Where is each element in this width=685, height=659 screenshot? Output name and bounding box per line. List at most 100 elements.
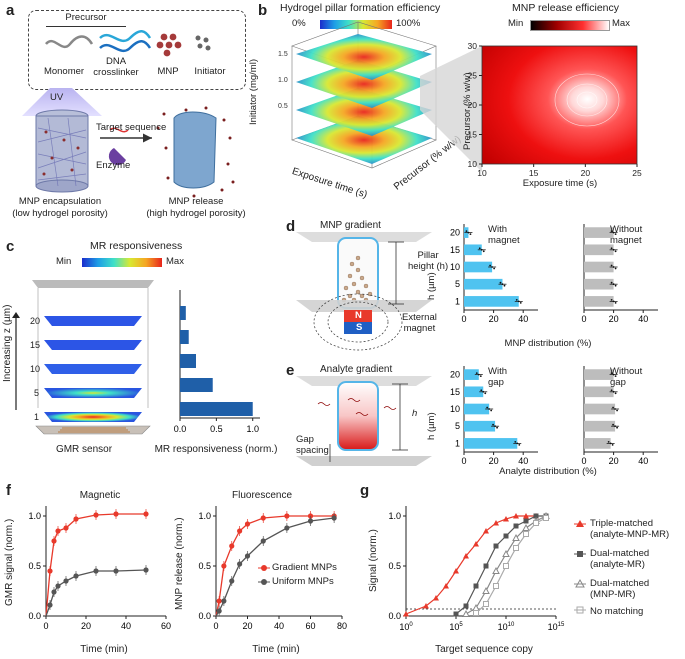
d-without-point: [610, 230, 613, 232]
d-with-xtick: 40: [518, 314, 528, 324]
f-right-xtick: 0: [213, 621, 218, 631]
d-ylabel: h (µm): [426, 272, 437, 300]
d-xlabel: MNP distribution (%): [504, 338, 592, 349]
e-with-bar-10: [464, 403, 490, 415]
d-with-point: [503, 284, 506, 287]
g-xtick: 105: [449, 622, 463, 632]
f-right-title: Fluorescence: [231, 490, 293, 501]
f-right-series-uniform-point: [307, 518, 314, 524]
e-with-point: [488, 408, 491, 410]
c-layer-10: [44, 364, 142, 374]
e-without-xtick: 20: [609, 456, 619, 466]
g-series-triple-point: [453, 568, 459, 574]
d-without-bar-1: [584, 296, 614, 307]
g-series-none-point: [513, 545, 519, 551]
e-xlabel: Analyte distribution (%): [499, 466, 597, 477]
b-scale-max: 100%: [396, 18, 421, 29]
g-series-dual-mnp-point: [522, 523, 530, 531]
e-pillar: [337, 381, 379, 451]
f-left-series-gradient-point: [93, 512, 99, 518]
precursor-underline: [46, 26, 126, 27]
c-z-tick-10: 10: [30, 364, 40, 374]
e-with-point: [477, 373, 480, 376]
enzyme-label: Enzyme: [96, 160, 131, 171]
e-gap-label: Gap spacing: [296, 434, 329, 456]
panel-letter-e: e: [286, 362, 295, 379]
f-right-series-uniform-line: [215, 517, 335, 617]
g-series-triple-line: [405, 515, 536, 615]
c-bar-xtick: 0.5: [210, 424, 223, 434]
g-xtick: 1015: [548, 622, 565, 632]
d-with-point: [519, 302, 522, 304]
hydrogel-pillar-high-porosity: [173, 111, 217, 189]
b-surface-layer-4: [296, 34, 432, 80]
e-with-point: [475, 372, 478, 374]
f-right-chart: 0.0 0.5 1.0 0 20 40 60 80: [198, 506, 347, 631]
d-ytick-5: 5: [455, 279, 460, 289]
c-layer-stack: 20 15 10 5 1: [30, 280, 154, 435]
g-series-dual-mnp-point: [512, 533, 520, 541]
c-z-tick-1: 1: [34, 412, 39, 422]
c-title: MR responsiveness: [90, 240, 183, 252]
c-scale-min: Min: [56, 256, 72, 267]
f-left-series-uniform-point: [63, 578, 69, 584]
g-series-triple-point: [403, 611, 409, 617]
e-with-xtick: 20: [489, 456, 499, 466]
c-layer-20: [44, 316, 142, 326]
c-layer-15: [44, 340, 142, 350]
f-left-series-gradient-line: [45, 513, 146, 617]
e-without-bar-10: [584, 403, 616, 415]
f-right-ytick: 0.5: [198, 561, 211, 571]
d-without-point: [614, 302, 617, 304]
precursor-icons: [45, 30, 211, 57]
c-bar-xlabel: MR responsiveness (norm.): [154, 444, 278, 455]
f-right-series-gradient-point: [229, 543, 235, 549]
f-left-xtick: 40: [121, 621, 131, 631]
mnp-label: MNP: [157, 66, 179, 77]
e-without-point: [614, 375, 617, 377]
g-series-triple-point: [443, 583, 449, 589]
d-without-point: [612, 300, 615, 303]
e-without-point: [616, 426, 618, 429]
b-scale-min: 0%: [292, 18, 306, 29]
g-series-dual-analyte-point: [463, 603, 469, 609]
release-sublabel: (high hydrogel porosity): [146, 208, 246, 219]
d-without-xtick: 0: [581, 314, 586, 324]
f-left-series-gradient-point: [73, 516, 79, 522]
e-without-point: [616, 409, 618, 412]
f-right-series-uniform-point: [221, 598, 227, 604]
e-with-point: [480, 389, 483, 392]
c-z-tick-5: 5: [34, 388, 39, 398]
b-precursor-label-right: Precursor (% w/w): [462, 72, 473, 150]
b-z-tick-1.5: 1.5: [278, 51, 288, 58]
e-without-point: [614, 408, 616, 410]
e-without-point: [614, 392, 617, 395]
d-ytick-20: 20: [450, 228, 460, 238]
panel-letter-f: f: [6, 482, 11, 499]
d-with-point: [469, 233, 472, 235]
precursor-label: Precursor: [65, 12, 107, 23]
b-heat-xtick: 15: [529, 168, 539, 178]
d-pillar-height-label: Pillar height (h): [408, 250, 449, 272]
d-without-xtick: 20: [609, 314, 619, 324]
f-left-series-uniform-point: [73, 573, 79, 579]
g-xtick: 1010: [498, 622, 515, 632]
f-left-xtick: 60: [161, 621, 171, 631]
e-with-bar-5: [464, 420, 496, 432]
f-right-series-gradient-point: [216, 598, 222, 604]
g-series-dual-mnp-point: [492, 566, 500, 574]
c-layer-1: [44, 412, 142, 422]
e-with-point: [518, 444, 521, 446]
e-without-point: [612, 373, 615, 376]
e-with-point: [484, 392, 487, 395]
e-with-xtick: 0: [461, 456, 466, 466]
c-bar-xtick: 0.0: [174, 424, 187, 434]
d-external-magnet-label: External magnet: [402, 312, 437, 334]
e-ytick-1: 1: [455, 438, 460, 448]
f-left-series-gradient-point: [47, 568, 53, 574]
d-without-bar-5: [584, 278, 614, 290]
e-with-label: With gap: [488, 366, 507, 388]
f-left-series-gradient-point: [143, 511, 149, 517]
g-series-triple-point: [433, 595, 439, 601]
